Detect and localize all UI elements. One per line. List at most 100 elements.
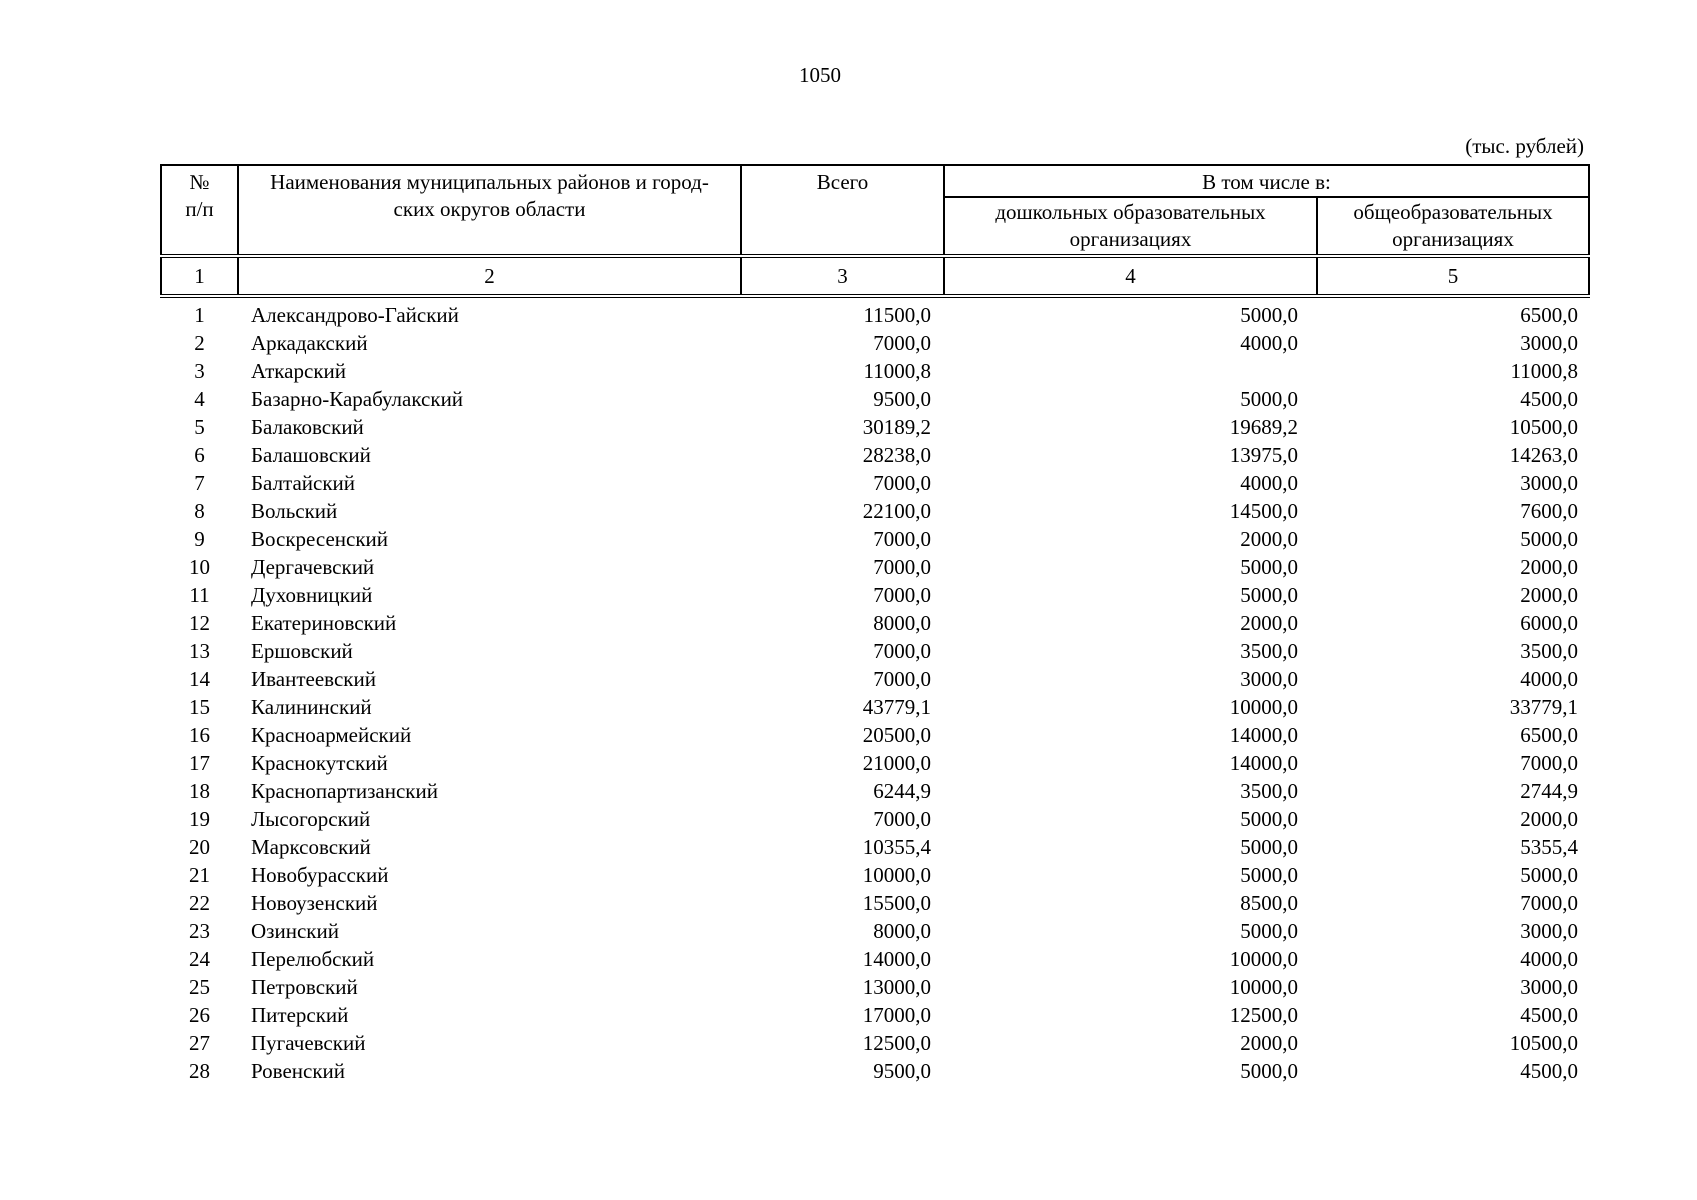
school-cell: 3000,0 (1520, 919, 1578, 943)
school-cell: 5000,0 (1520, 527, 1578, 551)
allocations-table: № п/п Наименования муниципальных районов… (160, 164, 1590, 1085)
row-number-cell: 23 (189, 919, 210, 943)
row-number-cell: 6 (194, 443, 205, 467)
table-row: 26 Питерский 17000,0 12500,0 4500,0 (161, 1001, 1589, 1029)
column-number-3: 3 (740, 256, 945, 298)
preschool-cell: 4000,0 (1240, 471, 1298, 495)
header-row-top: № п/п Наименования муниципальных районов… (160, 164, 1590, 258)
row-number-cell: 1 (194, 303, 205, 327)
preschool-cell: 2000,0 (1240, 1031, 1298, 1055)
preschool-cell: 2000,0 (1240, 527, 1298, 551)
school-cell: 4500,0 (1520, 1059, 1578, 1083)
table-row: 27 Пугачевский 12500,0 2000,0 10500,0 (161, 1029, 1589, 1057)
total-cell: 14000,0 (862, 947, 931, 971)
district-name-cell: Духовницкий (251, 583, 373, 607)
row-number-cell: 26 (189, 1003, 210, 1027)
district-name-cell: Балтайский (251, 471, 356, 495)
school-cell: 3500,0 (1520, 639, 1578, 663)
row-number-cell: 4 (194, 387, 205, 411)
row-number-cell: 12 (189, 611, 210, 635)
school-cell: 5000,0 (1520, 863, 1578, 887)
row-number-cell: 20 (189, 835, 210, 859)
school-cell: 4500,0 (1520, 387, 1578, 411)
page-content: (тыс. рублей) № п/п Наименования муницип… (160, 134, 1590, 1085)
district-name-cell: Красноармейский (251, 723, 412, 747)
school-cell: 3000,0 (1520, 471, 1578, 495)
header-row-sub: дошкольных образовательных организациях … (161, 196, 1590, 258)
row-number-cell: 21 (189, 863, 210, 887)
preschool-cell: 13975,0 (1229, 443, 1298, 467)
district-name-cell: Балашовский (251, 443, 371, 467)
row-number-cell: 11 (189, 583, 210, 607)
preschool-cell: 10000,0 (1229, 695, 1298, 719)
preschool-cell: 4000,0 (1240, 331, 1298, 355)
total-cell: 10355,4 (862, 835, 931, 859)
preschool-cell: 14500,0 (1229, 499, 1298, 523)
table-row: 3 Аткарский 11000,8 11000,8 (161, 357, 1589, 385)
total-cell: 30189,2 (862, 415, 931, 439)
district-name-cell: Вольский (251, 499, 338, 523)
preschool-cell: 10000,0 (1229, 975, 1298, 999)
preschool-cell: 5000,0 (1240, 555, 1298, 579)
table-header: № п/п Наименования муниципальных районов… (160, 164, 1590, 298)
school-cell: 6500,0 (1520, 303, 1578, 327)
total-cell: 7000,0 (873, 583, 931, 607)
row-number-cell: 7 (194, 471, 205, 495)
table-row: 6 Балашовский 28238,0 13975,0 14263,0 (161, 441, 1589, 469)
table-body: 1 Александрово-Гайский 11500,0 5000,0 65… (161, 296, 1589, 1085)
district-name-cell: Петровский (251, 975, 358, 999)
total-cell: 11500,0 (863, 303, 931, 327)
table-row: 19 Лысогорский 7000,0 5000,0 2000,0 (161, 805, 1589, 833)
total-cell: 22100,0 (862, 499, 931, 523)
table-row: 9 Воскресенский 7000,0 2000,0 5000,0 (161, 525, 1589, 553)
header-num: № п/п (160, 164, 239, 258)
school-cell: 7000,0 (1520, 891, 1578, 915)
school-cell: 10500,0 (1509, 1031, 1578, 1055)
total-cell: 21000,0 (862, 751, 931, 775)
total-cell: 20500,0 (862, 723, 931, 747)
preschool-cell: 5000,0 (1240, 863, 1298, 887)
district-name-cell: Лысогорский (251, 807, 371, 831)
preschool-cell: 5000,0 (1240, 387, 1298, 411)
row-number-cell: 8 (194, 499, 205, 523)
total-cell: 17000,0 (862, 1003, 931, 1027)
table-row: 4 Базарно-Карабулакский 9500,0 5000,0 45… (161, 385, 1589, 413)
table-row: 11 Духовницкий 7000,0 5000,0 2000,0 (161, 581, 1589, 609)
district-name-cell: Новобурасский (251, 863, 389, 887)
column-number-4: 4 (943, 256, 1318, 298)
row-number-cell: 16 (189, 723, 210, 747)
district-name-cell: Балаковский (251, 415, 364, 439)
total-cell: 11000,8 (863, 359, 931, 383)
header-including: В том числе в: (943, 164, 1590, 198)
school-cell: 2000,0 (1520, 807, 1578, 831)
school-cell: 3000,0 (1520, 331, 1578, 355)
preschool-cell: 19689,2 (1229, 415, 1298, 439)
district-name-cell: Екатериновский (251, 611, 397, 635)
table-row: 14 Ивантеевский 7000,0 3000,0 4000,0 (161, 665, 1589, 693)
table-row: 28 Ровенский 9500,0 5000,0 4500,0 (161, 1057, 1589, 1085)
district-name-cell: Перелюбский (251, 947, 375, 971)
table-row: 1 Александрово-Гайский 11500,0 5000,0 65… (161, 296, 1589, 329)
table-row: 10 Дергачевский 7000,0 5000,0 2000,0 (161, 553, 1589, 581)
table-row: 16 Красноармейский 20500,0 14000,0 6500,… (161, 721, 1589, 749)
total-cell: 7000,0 (873, 331, 931, 355)
row-number-cell: 24 (189, 947, 210, 971)
district-name-cell: Ивантеевский (251, 667, 376, 691)
row-number-cell: 14 (189, 667, 210, 691)
header-district-name: Наименования муниципальных районов и гор… (237, 164, 742, 258)
district-name-cell: Новоузенский (251, 891, 378, 915)
district-name-cell: Дергачевский (251, 555, 375, 579)
page-number: 1050 (799, 63, 841, 87)
district-name-cell: Озинский (251, 919, 339, 943)
district-name-cell: Аткарский (251, 359, 347, 383)
total-cell: 8000,0 (873, 611, 931, 635)
table-row: 2 Аркадакский 7000,0 4000,0 3000,0 (161, 329, 1589, 357)
table-row: 23 Озинский 8000,0 5000,0 3000,0 (161, 917, 1589, 945)
preschool-cell: 3000,0 (1240, 667, 1298, 691)
total-cell: 13000,0 (862, 975, 931, 999)
total-cell: 7000,0 (873, 667, 931, 691)
header-district-line2: ских округов области (393, 197, 586, 221)
school-cell: 4500,0 (1520, 1003, 1578, 1027)
row-number-cell: 18 (189, 779, 210, 803)
row-number-cell: 5 (194, 415, 205, 439)
